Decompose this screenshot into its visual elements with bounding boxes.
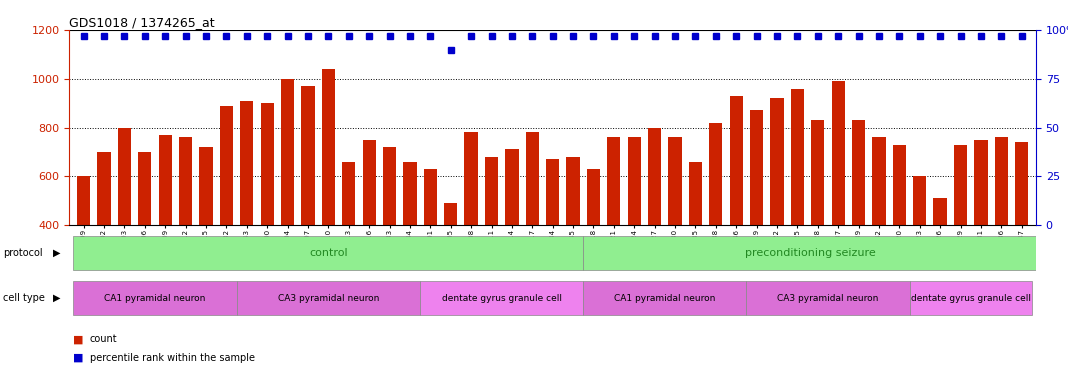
Bar: [709, 123, 722, 322]
Bar: [321, 69, 335, 322]
Text: CA3 pyramidal neuron: CA3 pyramidal neuron: [778, 294, 879, 303]
Bar: [583, 236, 1038, 270]
Bar: [608, 137, 621, 322]
Bar: [505, 149, 519, 322]
Bar: [74, 281, 237, 315]
Bar: [628, 137, 641, 322]
Bar: [893, 145, 906, 322]
Bar: [910, 281, 1032, 315]
Bar: [747, 281, 910, 315]
Bar: [362, 140, 376, 322]
Bar: [546, 159, 560, 322]
Text: ▶: ▶: [53, 248, 61, 258]
Bar: [790, 88, 804, 322]
Bar: [873, 137, 885, 322]
Bar: [525, 132, 539, 322]
Bar: [77, 176, 91, 322]
Bar: [159, 135, 172, 322]
Text: CA1 pyramidal neuron: CA1 pyramidal neuron: [614, 294, 716, 303]
Text: count: count: [90, 334, 117, 344]
Bar: [689, 162, 702, 322]
Bar: [913, 176, 926, 322]
Bar: [261, 103, 273, 322]
Bar: [586, 169, 600, 322]
Bar: [342, 162, 356, 322]
Bar: [117, 128, 131, 322]
Bar: [74, 236, 583, 270]
Bar: [281, 79, 294, 322]
Text: percentile rank within the sample: percentile rank within the sample: [90, 353, 254, 363]
Text: dentate gyrus granule cell: dentate gyrus granule cell: [911, 294, 1031, 303]
Bar: [770, 98, 784, 322]
Bar: [1015, 142, 1028, 322]
Bar: [812, 120, 824, 322]
Bar: [404, 162, 417, 322]
Bar: [138, 152, 152, 322]
Bar: [648, 128, 661, 322]
Bar: [237, 281, 420, 315]
Bar: [424, 169, 437, 322]
Text: ■: ■: [73, 353, 83, 363]
Text: CA3 pyramidal neuron: CA3 pyramidal neuron: [278, 294, 379, 303]
Bar: [444, 203, 457, 322]
Bar: [240, 101, 253, 322]
Text: GDS1018 / 1374265_at: GDS1018 / 1374265_at: [69, 16, 215, 29]
Text: dentate gyrus granule cell: dentate gyrus granule cell: [442, 294, 562, 303]
Text: ■: ■: [73, 334, 83, 344]
Bar: [974, 140, 988, 322]
Bar: [566, 157, 580, 322]
Bar: [583, 281, 747, 315]
Bar: [933, 198, 946, 322]
Bar: [220, 106, 233, 322]
Text: protocol: protocol: [3, 248, 43, 258]
Text: control: control: [309, 248, 348, 258]
Bar: [832, 81, 845, 322]
Text: ▶: ▶: [53, 293, 61, 303]
Bar: [852, 120, 865, 322]
Text: cell type: cell type: [3, 293, 45, 303]
Bar: [465, 132, 477, 322]
Bar: [994, 137, 1008, 322]
Bar: [669, 137, 681, 322]
Bar: [301, 86, 315, 322]
Bar: [200, 147, 213, 322]
Bar: [485, 157, 498, 322]
Bar: [97, 152, 111, 322]
Text: preconditioning seizure: preconditioning seizure: [745, 248, 876, 258]
Bar: [729, 96, 743, 322]
Text: CA1 pyramidal neuron: CA1 pyramidal neuron: [105, 294, 206, 303]
Bar: [750, 110, 764, 322]
Bar: [383, 147, 396, 322]
Bar: [954, 145, 968, 322]
Bar: [179, 137, 192, 322]
Bar: [420, 281, 583, 315]
